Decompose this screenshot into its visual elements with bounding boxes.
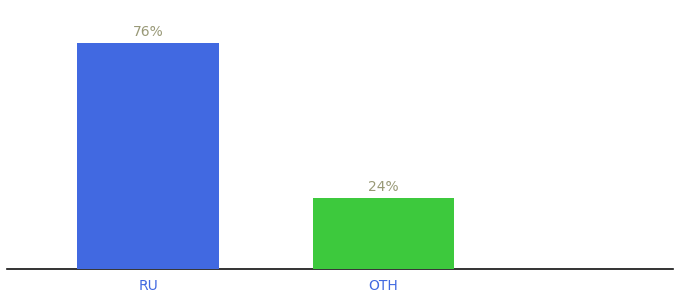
Bar	[78, 43, 218, 269]
Text: 24%: 24%	[368, 180, 398, 194]
Bar	[313, 198, 454, 269]
Text: 76%: 76%	[133, 25, 163, 39]
